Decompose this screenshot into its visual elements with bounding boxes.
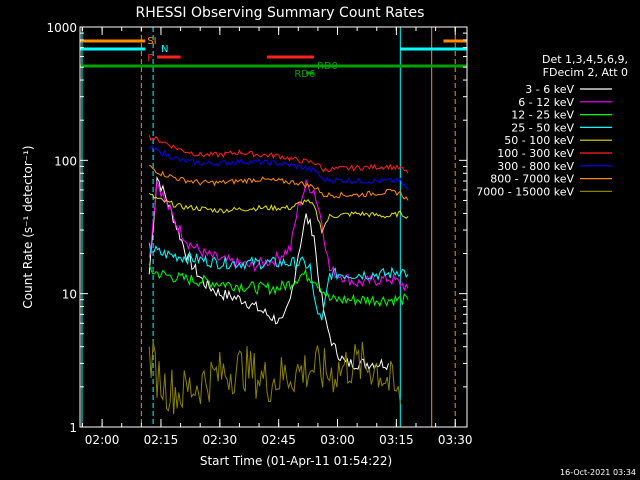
y-tick-label-2: 100 [54, 154, 77, 168]
x-tick-label-2: 02:30 [203, 433, 238, 447]
series-line-8 [148, 341, 401, 415]
x-tick-label-6: 03:30 [438, 433, 473, 447]
legend-label-8: 7000 - 15000 keV [476, 185, 574, 198]
legend-label-2: 12 - 25 keV [511, 109, 574, 122]
legend-label-7: 800 - 7000 keV [490, 173, 574, 186]
legend-header-1: FDecim 2, Att 0 [543, 66, 628, 79]
timestamp: 16-Oct-2021 03:34 [560, 468, 636, 477]
y-axis-label: Count Rate (s⁻¹ detector⁻¹) [21, 145, 35, 308]
flag-label-rd6: RD6 [294, 69, 315, 80]
y-tick-label-3: 1000 [46, 21, 77, 35]
x-tick-label-1: 02:15 [144, 433, 179, 447]
legend-label-0: 3 - 6 keV [525, 83, 574, 96]
legend: Det 1,3,4,5,6,9,FDecim 2, Att 0 3 - 6 keV… [476, 53, 628, 198]
series-line-4 [148, 192, 409, 235]
x-axis-label: Start Time (01-Apr-11 01:54:22) [200, 454, 392, 468]
y-tick-label-1: 10 [62, 288, 77, 302]
series-line-5 [148, 135, 409, 174]
series-layer [148, 135, 409, 415]
legend-header-0: Det 1,3,4,5,6,9, [542, 53, 628, 66]
x-tick-label-3: 02:45 [261, 433, 296, 447]
series-line-7 [149, 164, 409, 201]
chart-title: RHESSI Observing Summary Count Rates [136, 5, 425, 21]
legend-label-5: 100 - 300 keV [497, 147, 574, 160]
plot-frame [79, 26, 468, 428]
axis-layer: 1 10 100 1000 02:00 02:15 02:30 02:45 03:00 03:15… [46, 21, 472, 447]
y-tick-label-0: 1 [69, 421, 77, 435]
legend-label-6: 300 - 800 keV [497, 160, 574, 173]
legend-label-3: 25 - 50 keV [511, 121, 574, 134]
flag-label-f: F [147, 53, 153, 64]
x-tick-label-4: 03:00 [320, 433, 355, 447]
series-line-2 [148, 264, 409, 308]
flag-label-si: SI [147, 36, 156, 47]
legend-label-4: 50 - 100 keV [504, 134, 574, 147]
flag-label-n: N [161, 44, 168, 55]
x-tick-label-5: 03:15 [379, 433, 414, 447]
series-line-6 [148, 145, 409, 191]
flag-label-rd0: RD0 [317, 61, 338, 72]
x-tick-label-0: 02:00 [85, 433, 120, 447]
series-line-0 [148, 175, 389, 371]
series-line-3 [148, 242, 409, 321]
legend-label-1: 6 - 12 keV [518, 96, 574, 109]
